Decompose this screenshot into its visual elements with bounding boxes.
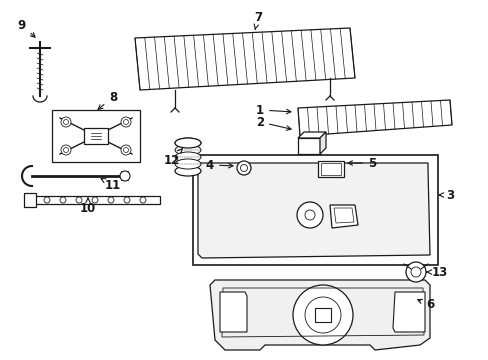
Circle shape [410, 267, 420, 277]
Circle shape [63, 120, 68, 125]
Circle shape [60, 197, 66, 203]
Text: 8: 8 [98, 90, 117, 109]
Bar [297, 138, 319, 154]
Bar [320, 163, 340, 175]
Polygon shape [329, 205, 357, 228]
Circle shape [120, 171, 130, 181]
Text: 9: 9 [18, 18, 35, 37]
Text: 13: 13 [426, 266, 447, 279]
Circle shape [237, 161, 250, 175]
Polygon shape [297, 132, 325, 138]
Text: 10: 10 [80, 198, 96, 215]
Circle shape [44, 197, 50, 203]
Bar [52, 110, 140, 162]
Text: 11: 11 [101, 179, 121, 192]
Circle shape [61, 145, 71, 155]
Text: 2: 2 [255, 116, 290, 130]
Circle shape [296, 202, 323, 228]
Text: 6: 6 [417, 298, 433, 311]
Ellipse shape [175, 159, 201, 169]
Circle shape [123, 120, 128, 125]
Circle shape [108, 197, 114, 203]
Bar [24, 193, 36, 207]
Polygon shape [319, 132, 325, 154]
Text: 12: 12 [163, 149, 182, 166]
Circle shape [292, 285, 352, 345]
Circle shape [140, 197, 146, 203]
Bar [314, 308, 330, 322]
Ellipse shape [175, 145, 201, 155]
Circle shape [240, 165, 247, 171]
Bar [193, 155, 437, 265]
Polygon shape [220, 292, 246, 332]
Text: 1: 1 [255, 104, 290, 117]
Text: 5: 5 [347, 157, 375, 170]
Circle shape [121, 145, 131, 155]
Circle shape [124, 197, 130, 203]
Bar [317, 161, 343, 177]
Circle shape [305, 297, 340, 333]
Ellipse shape [175, 138, 201, 148]
Circle shape [123, 148, 128, 153]
Bar [32, 196, 160, 204]
Circle shape [121, 117, 131, 127]
Ellipse shape [175, 152, 201, 162]
Ellipse shape [175, 166, 201, 176]
Bar [84, 128, 108, 144]
Text: 4: 4 [205, 158, 232, 171]
Text: 3: 3 [438, 189, 453, 202]
Polygon shape [135, 28, 354, 90]
Text: 7: 7 [253, 10, 262, 29]
Polygon shape [333, 208, 353, 223]
Circle shape [305, 210, 314, 220]
Circle shape [63, 148, 68, 153]
Polygon shape [392, 292, 424, 332]
Circle shape [405, 262, 425, 282]
Circle shape [92, 197, 98, 203]
Circle shape [76, 197, 82, 203]
Polygon shape [297, 100, 451, 136]
Circle shape [61, 117, 71, 127]
Polygon shape [198, 163, 429, 258]
Polygon shape [209, 280, 429, 350]
Ellipse shape [175, 138, 201, 148]
